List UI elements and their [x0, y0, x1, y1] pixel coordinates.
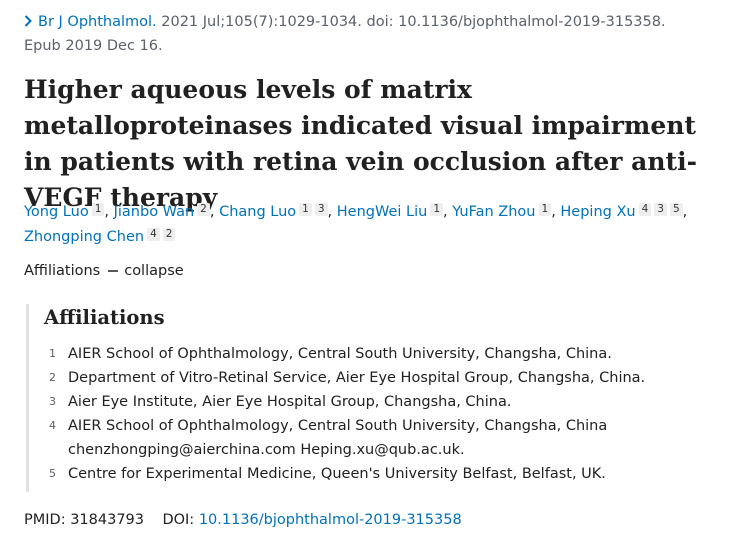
affiliation-ref[interactable]: 1	[91, 203, 105, 216]
article-title: Higher aqueous levels of matrix metallop…	[24, 75, 697, 212]
pmid: 31843793	[70, 512, 145, 528]
affiliation-number: 1	[49, 347, 56, 360]
author-name[interactable]: Zhongping Chen	[24, 229, 145, 245]
minus-icon	[108, 270, 119, 272]
separator: ,	[682, 204, 688, 220]
affiliation-text: Aier Eye Institute, Aier Eye Hospital Gr…	[68, 394, 512, 410]
separator: ,	[327, 204, 333, 220]
separator: ,	[104, 204, 109, 220]
author-name[interactable]: HengWei Liu	[336, 204, 428, 220]
affiliation-ref[interactable]: 4	[147, 228, 160, 241]
affiliation-item: 1 AIER School of Ophthalmology, Central S…	[44, 342, 724, 366]
affiliation-text: AIER School of Ophthalmology, Central So…	[68, 346, 612, 362]
affiliation-text: Centre for Experimental Medicine, Queen'…	[68, 466, 606, 482]
author-name[interactable]: YuFan Zhou	[452, 204, 536, 220]
journal-link[interactable]: Br J Ophthalmol.	[38, 14, 157, 30]
affiliation-ref[interactable]: 3	[654, 203, 667, 216]
affiliation-item: 3 Aier Eye Institute, Aier Eye Hospital G…	[44, 390, 724, 414]
affiliations-toggle[interactable]: Affiliations collapse	[24, 263, 184, 279]
affiliation-ref[interactable]: 4	[638, 203, 652, 216]
pmid-label: PMID:	[24, 512, 66, 528]
affiliation-item: 5 Centre for Experimental Medicine, Queen…	[44, 462, 724, 486]
affiliations-heading: Affiliations	[44, 306, 165, 329]
affiliation-ref[interactable]: 5	[669, 203, 683, 216]
affiliation-number: 5	[49, 467, 56, 480]
affiliation-ref[interactable]: 2	[197, 203, 210, 216]
author-name[interactable]: Heping Xu	[560, 204, 636, 220]
toggle-label: Affiliations	[24, 263, 101, 279]
affiliations-panel: Affiliations 1 AIER School of Ophthalmolo…	[26, 304, 724, 492]
affiliation-ref[interactable]: 1	[299, 203, 312, 216]
separator: ,	[551, 204, 556, 220]
affiliation-number: 2	[49, 371, 56, 384]
affiliation-number: 3	[49, 395, 56, 408]
doi-link[interactable]: 10.1136/bjophthalmol-2019-315358	[198, 512, 462, 528]
epub-date: Epub 2019 Dec 16.	[24, 38, 163, 54]
author-name[interactable]: Yong Luo	[24, 204, 89, 220]
affiliation-ref[interactable]: 2	[162, 228, 176, 241]
affiliation-item: 2 Department of Vitro-Retinal Service, Ai…	[44, 366, 724, 390]
identifiers: PMID: 31843793 DOI: 10.1136/bjophthalmol…	[24, 512, 462, 528]
affiliation-text: AIER School of Ophthalmology, Central So…	[68, 418, 608, 434]
separator: ,	[443, 204, 448, 220]
affiliation-ref[interactable]: 1	[538, 203, 552, 216]
affiliation-ref[interactable]: 3	[314, 203, 328, 216]
chevron-icon	[24, 15, 32, 27]
affiliations-list: 1 AIER School of Ophthalmology, Central S…	[44, 342, 724, 486]
author-name[interactable]: Jianbo Wan	[113, 204, 195, 220]
author-list: Yong Luo 1, Jianbo Wan 2, Chang Luo 1 3, Hen…	[24, 200, 714, 250]
affiliation-item: 4 AIER School of Ophthalmology, Central S…	[44, 414, 724, 462]
doi-label: DOI:	[162, 512, 195, 528]
affiliation-text: Department of Vitro-Retinal Service, Aie…	[68, 370, 646, 386]
affiliation-number: 4	[49, 419, 56, 432]
citation: Br J Ophthalmol. 2021 Jul;105(7):1029-10…	[24, 10, 724, 58]
separator: ,	[209, 204, 215, 220]
affiliation-ref[interactable]: 1	[430, 203, 444, 216]
author-name[interactable]: Chang Luo	[219, 204, 297, 220]
affiliation-text: chenzhongping@aierchina.com Heping.xu@qu…	[68, 442, 465, 458]
toggle-action: collapse	[124, 263, 184, 279]
citation-details: 2021 Jul;105(7):1029-1034. doi: 10.1136/…	[161, 14, 666, 30]
